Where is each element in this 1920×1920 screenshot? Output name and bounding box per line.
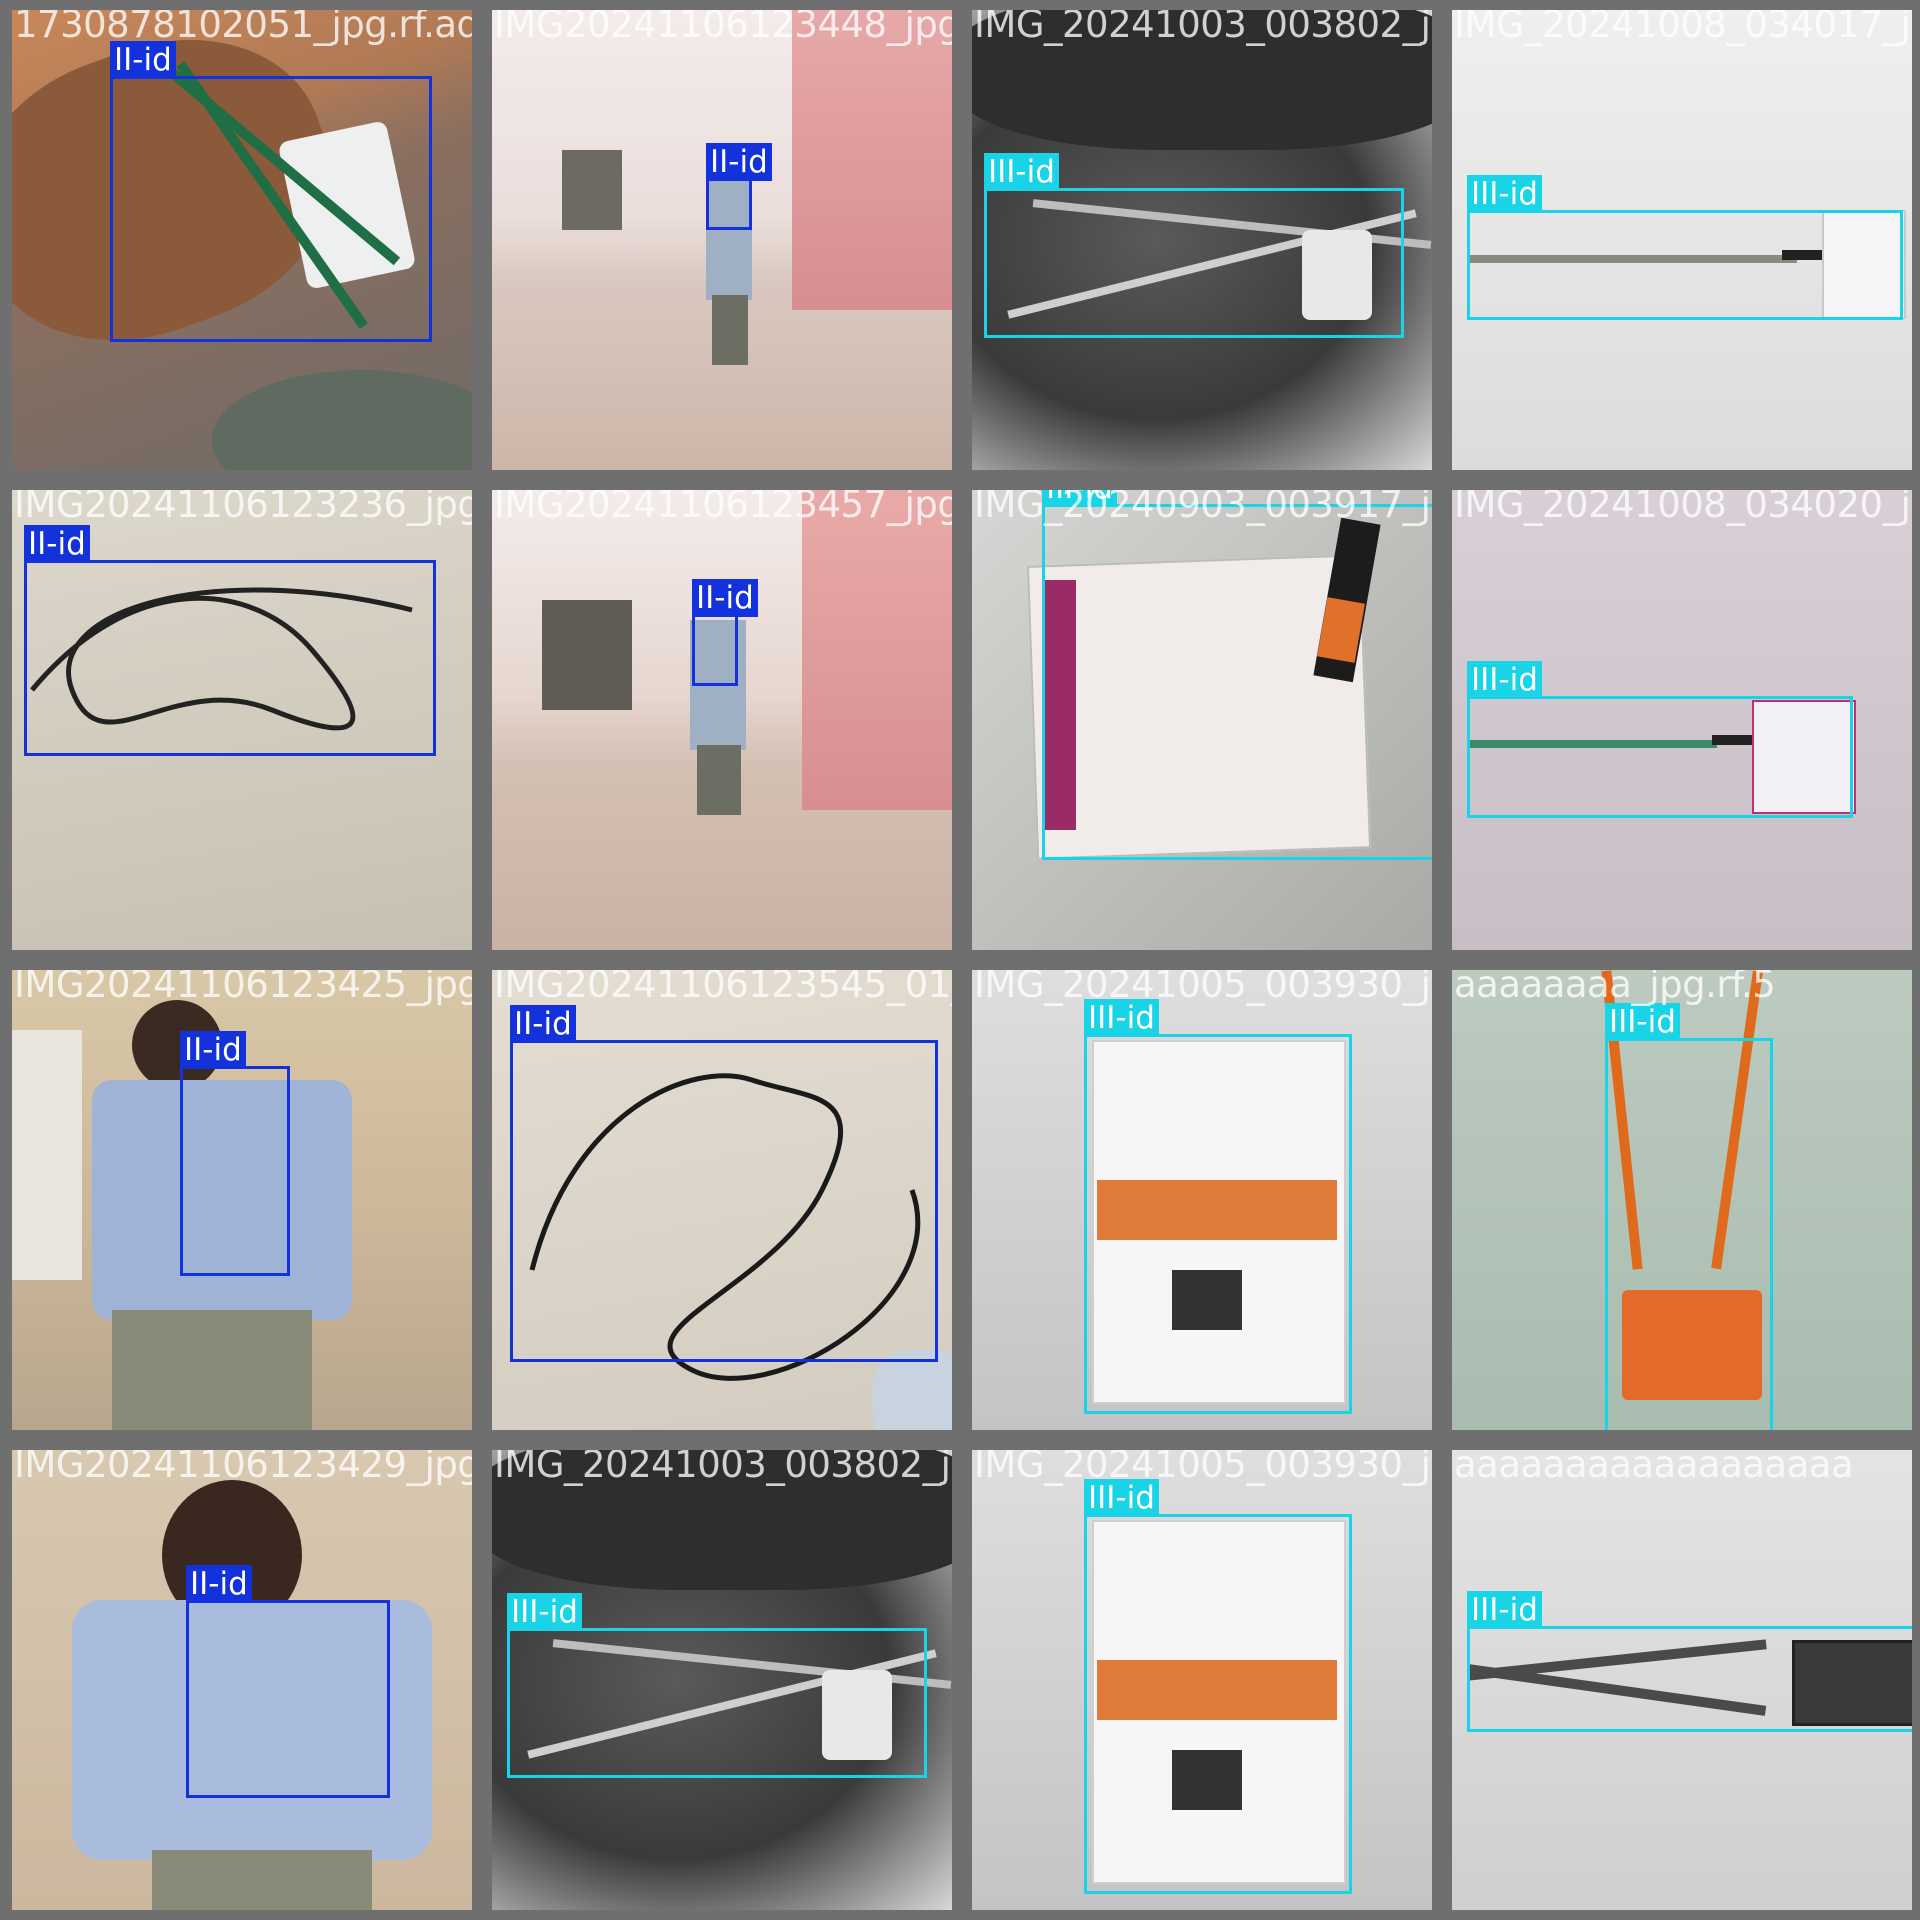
image-tile: III-id IMG_20241005_003930_jpg <box>972 970 1432 1430</box>
box-label: III-id <box>1467 175 1542 213</box>
image-tile: III-id IMG_20241003_003802_jpg <box>972 10 1432 470</box>
box-label: III-id <box>1467 1591 1542 1629</box>
tile-photo <box>1452 490 1912 950</box>
box-label: III-id <box>1084 1479 1159 1517</box>
box-label: III-id <box>1467 661 1542 699</box>
tile-photo <box>12 490 472 950</box>
tile-photo <box>492 970 952 1430</box>
image-tile: III-id IMG_20241008_034017_jpg <box>1452 10 1912 470</box>
box-label: II-id <box>510 1005 576 1043</box>
box-label: III-id <box>507 1593 582 1631</box>
tile-photo <box>492 490 952 950</box>
bounding-box: II-id <box>692 579 758 686</box>
box-label: III-id <box>984 153 1059 191</box>
image-tile: III-id aaaaaaaaaaaaaaaaaa <box>1452 1450 1912 1910</box>
bounding-box: III-id <box>1042 490 1432 860</box>
tile-photo <box>1452 970 1912 1430</box>
tile-photo <box>1452 1450 1912 1910</box>
box-label: III-id <box>1084 999 1159 1037</box>
bounding-box: III-id <box>1605 1003 1773 1430</box>
tile-photo <box>972 490 1432 950</box>
bounding-box: III-id <box>1467 175 1903 320</box>
box-label: II-id <box>186 1565 252 1603</box>
image-tile: III-id IMG_20241008_034020_jpg <box>1452 490 1912 950</box>
image-tile: III-id IMG_20241003_003802_jpg <box>492 1450 952 1910</box>
bounding-box: III-id <box>1084 1479 1352 1894</box>
box-label: III-id <box>1042 490 1117 507</box>
bounding-box: II-id <box>706 143 772 230</box>
tile-photo <box>972 10 1432 470</box>
bounding-box: III-id <box>507 1593 927 1778</box>
tile-photo <box>972 970 1432 1430</box>
image-tile: III-id aaaaaaaa_jpg.rf.5 <box>1452 970 1912 1430</box>
tile-photo <box>492 1450 952 1910</box>
box-label: II-id <box>110 41 176 79</box>
bounding-box: II-id <box>510 1005 938 1362</box>
tile-photo <box>12 1450 472 1910</box>
tile-photo <box>1452 10 1912 470</box>
bounding-box: II-id <box>110 41 432 342</box>
bounding-box: II-id <box>24 525 436 756</box>
bounding-box: II-id <box>180 1031 290 1276</box>
box-label: II-id <box>692 579 758 617</box>
tile-photo <box>492 10 952 470</box>
bounding-box: III-id <box>1467 1591 1912 1732</box>
tile-photo <box>972 1450 1432 1910</box>
tile-photo <box>12 10 472 470</box>
box-label: II-id <box>706 143 772 181</box>
box-label: II-id <box>180 1031 246 1069</box>
box-label: III-id <box>1605 1003 1680 1041</box>
bounding-box: III-id <box>1467 661 1853 818</box>
bounding-box: II-id <box>186 1565 390 1798</box>
image-tile: III-id IMG_20241005_003930_jpg <box>972 1450 1432 1910</box>
bounding-box: III-id <box>1084 999 1352 1414</box>
bounding-box: III-id <box>984 153 1404 338</box>
box-label: II-id <box>24 525 90 563</box>
